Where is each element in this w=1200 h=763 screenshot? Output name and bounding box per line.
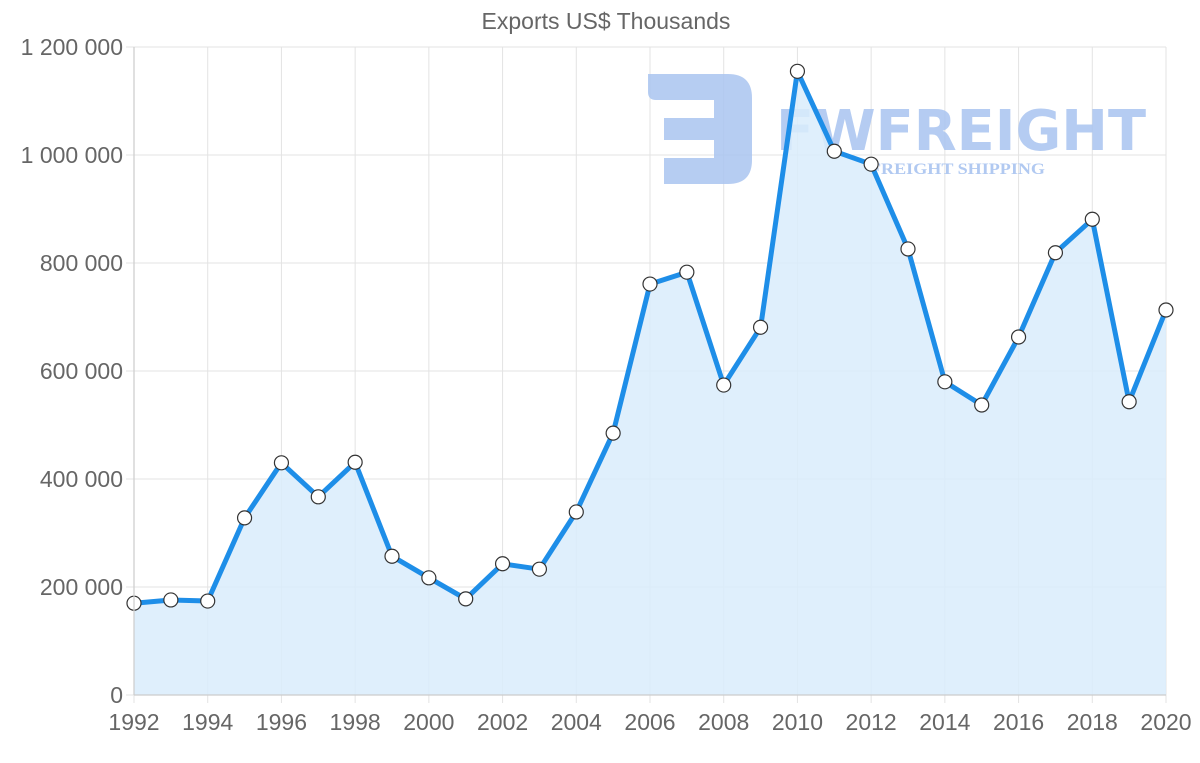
x-tick-label: 2006: [624, 709, 675, 735]
y-tick-label: 1 000 000: [21, 142, 123, 168]
x-tick-label: 2002: [477, 709, 528, 735]
y-tick-label: 1 200 000: [21, 34, 123, 60]
data-point[interactable]: [826, 143, 842, 159]
watermark-logo: FWFREIGHT FREIGHT SHIPPING: [648, 74, 1146, 184]
y-tick-label: 400 000: [40, 466, 123, 492]
data-point[interactable]: [163, 592, 179, 608]
data-point[interactable]: [679, 264, 695, 280]
data-points: [126, 63, 1174, 611]
x-tick-label: 2000: [403, 709, 454, 735]
data-point[interactable]: [1010, 329, 1027, 345]
data-point[interactable]: [1047, 245, 1064, 261]
area-fill: [134, 71, 1166, 696]
y-tick-label: 800 000: [40, 250, 123, 276]
x-tick-label: 2018: [1067, 709, 1118, 735]
data-point[interactable]: [974, 397, 990, 413]
x-tick-label: 2008: [698, 709, 749, 735]
data-point[interactable]: [1084, 211, 1100, 227]
data-point[interactable]: [494, 556, 511, 572]
data-point[interactable]: [1158, 302, 1174, 318]
x-tick-label: 1998: [330, 709, 381, 735]
fw-logo-icon: [648, 74, 752, 184]
y-tick-label: 200 000: [40, 574, 123, 600]
data-point[interactable]: [789, 63, 806, 79]
watermark-tagline: FREIGHT SHIPPING: [870, 161, 1046, 178]
chart-title: Exports US$ Thousands: [481, 8, 731, 34]
data-point[interactable]: [642, 276, 658, 292]
data-point[interactable]: [568, 504, 584, 520]
x-tick-label: 2016: [993, 709, 1044, 735]
data-point[interactable]: [863, 156, 879, 172]
x-tick-label: 1994: [182, 709, 233, 735]
data-point[interactable]: [531, 561, 548, 577]
data-point[interactable]: [347, 454, 363, 470]
x-tick-label: 2012: [846, 709, 897, 735]
x-tick-label: 2014: [919, 709, 970, 735]
data-point[interactable]: [421, 570, 437, 586]
x-tick-label: 2020: [1140, 709, 1191, 735]
y-tick-label: 0: [110, 682, 123, 708]
data-point[interactable]: [937, 374, 953, 390]
axes: 0 200 000 400 000 600 000 800 000 1 000 000 1 …: [21, 34, 1192, 735]
x-tick-label: 1996: [256, 709, 307, 735]
data-point[interactable]: [310, 489, 326, 505]
data-point[interactable]: [273, 455, 290, 471]
data-point[interactable]: [752, 319, 769, 335]
x-tick-label: 1992: [108, 709, 159, 735]
data-point[interactable]: [605, 425, 621, 441]
data-point[interactable]: [200, 593, 216, 609]
data-point[interactable]: [458, 591, 474, 607]
data-point[interactable]: [716, 377, 732, 393]
data-point[interactable]: [236, 510, 253, 526]
x-tick-label: 2004: [551, 709, 602, 735]
y-tick-label: 600 000: [40, 358, 123, 384]
x-tick-label: 2010: [772, 709, 823, 735]
data-point[interactable]: [900, 241, 916, 257]
data-point[interactable]: [1121, 394, 1137, 410]
data-point[interactable]: [384, 548, 400, 564]
